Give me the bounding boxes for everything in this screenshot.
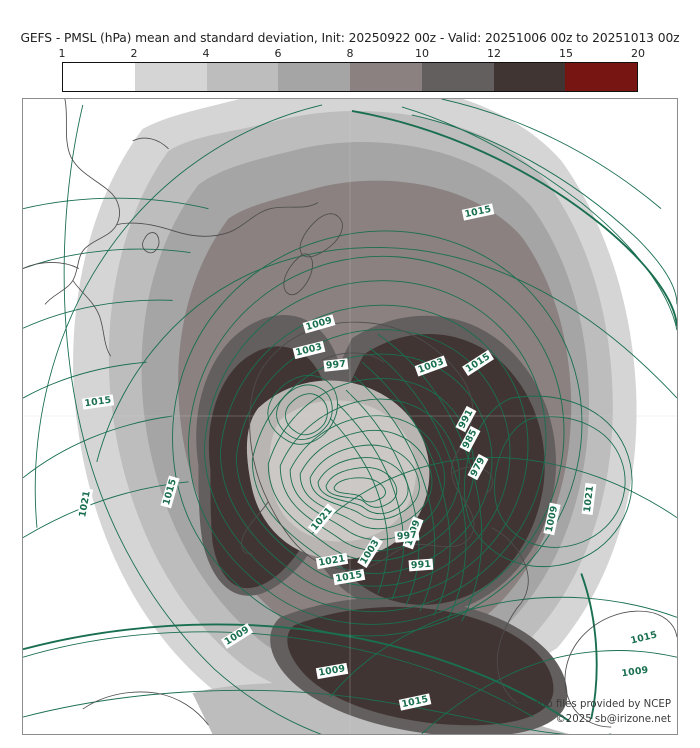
colorbar-swatch-1-2: [63, 63, 135, 91]
colorbar-swatch-2-4: [134, 63, 207, 91]
colorbar-swatch-6-8: [278, 63, 350, 91]
coastlines: [23, 99, 677, 728]
graticule: [23, 99, 677, 734]
colorbar-swatch-8-10: [350, 63, 422, 91]
pressure-contours-bold: [23, 110, 677, 722]
colorbar-tick-1: 1: [58, 47, 66, 60]
colorbar-tick-8: 8: [346, 47, 354, 60]
colorbar-tick-2: 2: [130, 47, 138, 60]
map-canvas[interactable]: 1015 1009 1003 997 1003 1015 991 985 979 1015 1015…: [22, 98, 678, 735]
colorbar-tick-10: 10: [415, 47, 429, 60]
data-source-credit: from grib files provided by NCEP: [505, 699, 671, 710]
colorbar-tick-6: 6: [274, 47, 282, 60]
colorbar-swatches: [62, 62, 638, 92]
colorbar-swatch-12-15: [493, 63, 566, 91]
colorbar-tick-labels: 1 2 4 6 8 10 12 15 20: [58, 47, 646, 61]
colorbar-tick-20: 20: [631, 47, 645, 60]
colorbar-tick-15: 15: [559, 47, 573, 60]
colorbar: 1 2 4 6 8 10 12 15 20: [59, 47, 645, 92]
contour-label-991: 991: [408, 558, 434, 572]
colorbar-tick-4: 4: [202, 47, 210, 60]
sd-white-notch: [23, 597, 130, 734]
map-graphics: [23, 99, 677, 734]
page-title: GEFS - PMSL (hPa) mean and standard devi…: [20, 31, 680, 45]
colorbar-tick-12: 12: [487, 47, 501, 60]
colorbar-swatch-10-12: [421, 63, 494, 91]
sd-plateau-lighter: [269, 400, 417, 542]
copyright-credit: ©2025 sb@irizone.net: [555, 714, 671, 725]
colorbar-swatch-4-6: [206, 63, 279, 91]
colorbar-swatch-15-20: [565, 63, 637, 91]
